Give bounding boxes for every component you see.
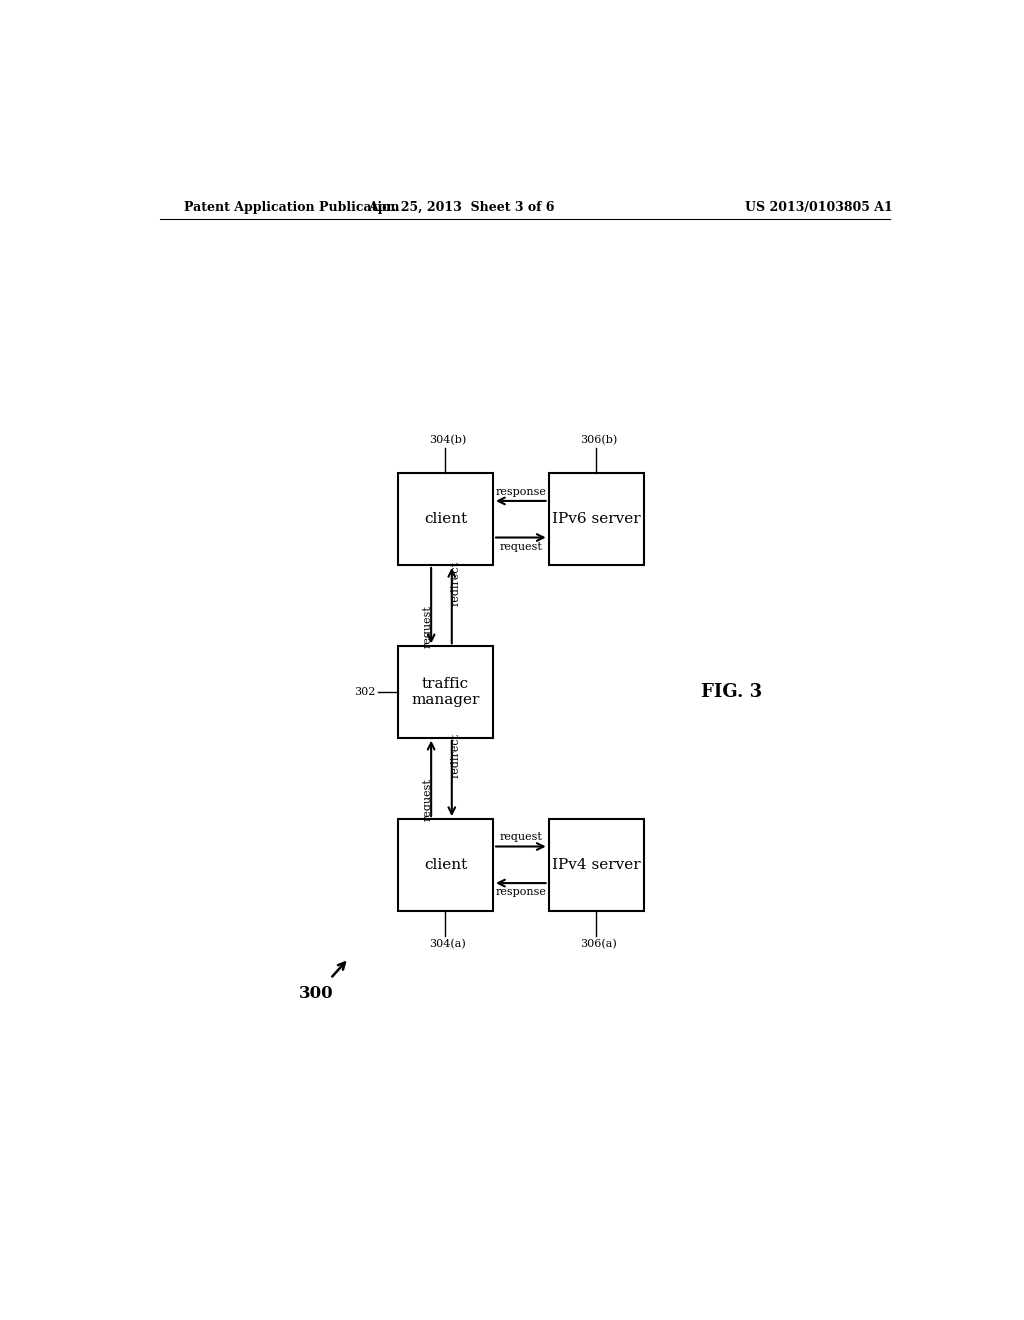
Text: Apr. 25, 2013  Sheet 3 of 6: Apr. 25, 2013 Sheet 3 of 6	[368, 201, 555, 214]
Text: request: request	[500, 541, 543, 552]
Text: 304(b): 304(b)	[429, 434, 467, 445]
Bar	[549, 818, 644, 911]
Text: response: response	[496, 487, 546, 496]
Text: request: request	[422, 779, 432, 821]
Text: traffic
manager: traffic manager	[412, 677, 479, 708]
Text: 302: 302	[354, 686, 376, 697]
Text: client: client	[424, 512, 467, 527]
Text: FIG. 3: FIG. 3	[700, 682, 762, 701]
Text: 306(b): 306(b)	[580, 434, 617, 445]
Text: 300: 300	[299, 986, 333, 1002]
Text: US 2013/0103805 A1: US 2013/0103805 A1	[744, 201, 892, 214]
Text: 306(a): 306(a)	[581, 939, 617, 949]
Text: request: request	[500, 833, 543, 842]
Bar	[549, 474, 644, 565]
Text: response: response	[496, 887, 546, 898]
Text: 304(a): 304(a)	[429, 939, 466, 949]
Text: IPv6 server: IPv6 server	[552, 512, 641, 527]
Bar	[397, 647, 494, 738]
Text: request: request	[422, 606, 432, 648]
Text: redirect: redirect	[451, 561, 461, 606]
Bar	[397, 474, 494, 565]
Bar	[397, 818, 494, 911]
Text: client: client	[424, 858, 467, 871]
Text: Patent Application Publication: Patent Application Publication	[183, 201, 399, 214]
Text: IPv4 server: IPv4 server	[552, 858, 641, 871]
Text: redirect: redirect	[451, 734, 461, 779]
